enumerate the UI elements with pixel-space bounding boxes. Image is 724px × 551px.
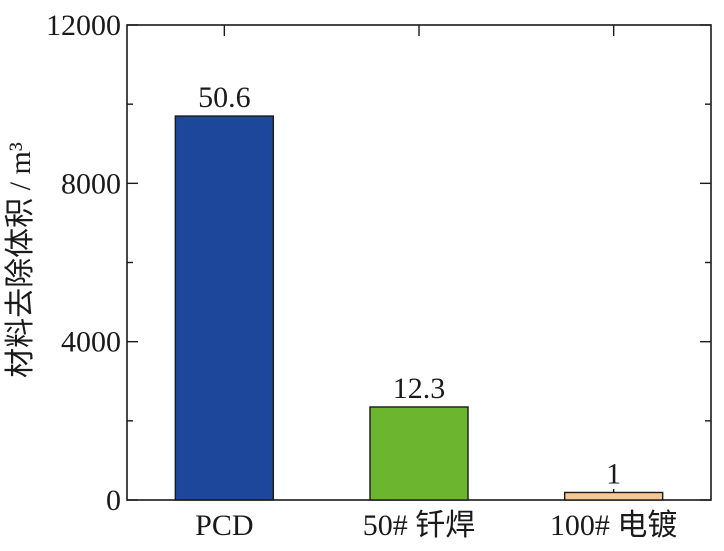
x-tick-label: PCD bbox=[195, 509, 253, 542]
x-tick-label: 100# 电镀 bbox=[550, 509, 678, 542]
bar-2 bbox=[369, 406, 469, 501]
bar-1 bbox=[174, 115, 275, 501]
x-tick-label: 50# 钎焊 bbox=[363, 509, 476, 542]
data-label: 1 bbox=[606, 457, 621, 490]
plot-area: 0 4000 8000 12000 50.6 PCD 12.3 50# 钎焊 1 100# 电镀 bbox=[46, 9, 712, 542]
y-tick-label: 4000 bbox=[61, 326, 121, 359]
bar-3 bbox=[563, 491, 664, 501]
y-tick-label: 12000 bbox=[46, 9, 121, 42]
y-tick-label: 8000 bbox=[61, 167, 121, 200]
data-label: 12.3 bbox=[393, 372, 446, 405]
y-axis-label: 材料去除体积 / m³ bbox=[4, 142, 37, 378]
y-tick-label: 0 bbox=[106, 484, 121, 517]
data-label: 50.6 bbox=[198, 81, 251, 114]
